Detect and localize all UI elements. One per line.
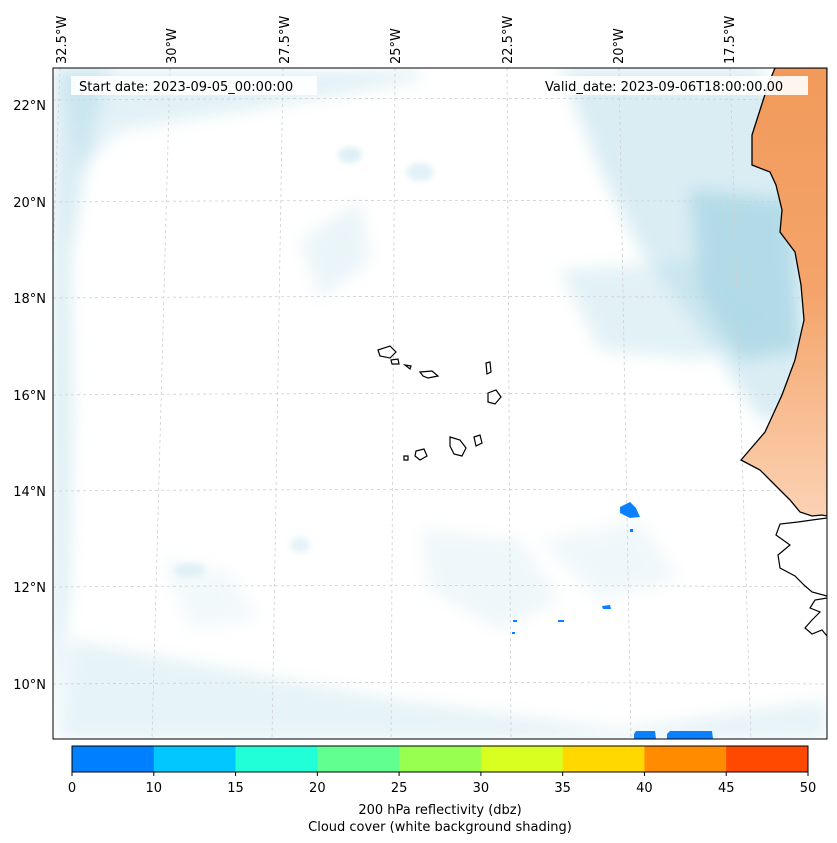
colorbar-segment: [562, 746, 645, 772]
reflectivity-patch: [667, 731, 713, 739]
latitude-labels: 22°N 20°N 18°N 16°N 14°N 12°N 10°N: [13, 99, 46, 693]
cape-verde-islands: [377, 345, 502, 461]
colorbar-frame: [71, 745, 809, 773]
lon-label: 30°W: [165, 28, 180, 64]
colorbar-tick-label: 40: [636, 781, 653, 796]
colorbar-segments: [72, 746, 809, 772]
valid-date-box: Valid_date: 2023-09-06T18:00:00.00: [538, 76, 808, 95]
reflectivity-patch: [512, 632, 515, 634]
reflectivity-patch: [513, 620, 517, 622]
lat-label: 12°N: [13, 581, 46, 596]
colorbar-caption-line1: 200 hPa reflectivity (dbz): [358, 803, 521, 818]
reflectivity-patch: [634, 731, 656, 739]
colorbar-tick-label: 50: [800, 781, 817, 796]
longitude-labels: 32.5°W 30°W 27.5°W 25°W 22.5°W 20°W 17.5…: [55, 16, 738, 64]
colorbar-segment: [399, 746, 482, 772]
reflectivity-patch: [630, 529, 633, 532]
map-content: Start date: 2023-09-05_00:00:00 Valid_da…: [53, 68, 827, 739]
guinea-bissau-coast: [804, 597, 827, 637]
colorbar-tick-label: 30: [473, 781, 490, 796]
colorbar-segment: [726, 746, 809, 772]
reflectivity-patch: [558, 620, 564, 622]
colorbar-segment: [317, 746, 400, 772]
lat-label: 10°N: [13, 678, 46, 693]
colorbar-tick-label: 45: [718, 781, 735, 796]
graticule: [53, 68, 827, 739]
lon-label: 20°W: [612, 28, 627, 64]
colorbar-segment: [644, 746, 727, 772]
plot-frame: [52, 67, 828, 740]
lon-label: 22.5°W: [501, 16, 516, 64]
reflectivity-patches: [512, 502, 713, 739]
africa-land: [739, 68, 827, 517]
colorbar-tick-label: 15: [227, 781, 244, 796]
lat-label: 16°N: [13, 389, 46, 404]
colorbar-ticks: 0 10 15 20 25 30 35 40 45 50: [68, 772, 816, 796]
reflectivity-patch: [602, 605, 611, 609]
colorbar-segment: [153, 746, 237, 772]
lat-label: 20°N: [13, 196, 46, 211]
colorbar-segment: [72, 746, 155, 772]
lon-label: 25°W: [389, 28, 404, 64]
lon-label: 32.5°W: [55, 16, 70, 64]
valid-date-label: Valid_date: 2023-09-06T18:00:00.00: [545, 80, 783, 95]
colorbar-tick-label: 25: [391, 781, 408, 796]
colorbar-tick-label: 0: [68, 781, 76, 796]
lat-label: 22°N: [13, 99, 46, 114]
start-date-box: Start date: 2023-09-05_00:00:00: [71, 76, 317, 95]
colorbar-caption-line2: Cloud cover (white background shading): [308, 820, 572, 835]
colorbar: 0 10 15 20 25 30 35 40 45 50 200 hPa reflectivity…: [68, 745, 816, 835]
colorbar-tick-label: 10: [146, 781, 163, 796]
cloud-cover-shading: [53, 68, 827, 739]
start-date-label: Start date: 2023-09-05_00:00:00: [79, 80, 293, 95]
lon-label: 17.5°W: [723, 16, 738, 64]
colorbar-segment: [235, 746, 318, 772]
lon-label: 27.5°W: [278, 16, 293, 64]
lat-label: 18°N: [13, 292, 46, 307]
gambia-senegal-coast: [775, 517, 827, 597]
lat-label: 14°N: [13, 485, 46, 500]
reflectivity-patch: [620, 502, 640, 518]
colorbar-tick-label: 35: [554, 781, 571, 796]
colorbar-tick-label: 20: [309, 781, 326, 796]
colorbar-segment: [480, 746, 564, 772]
